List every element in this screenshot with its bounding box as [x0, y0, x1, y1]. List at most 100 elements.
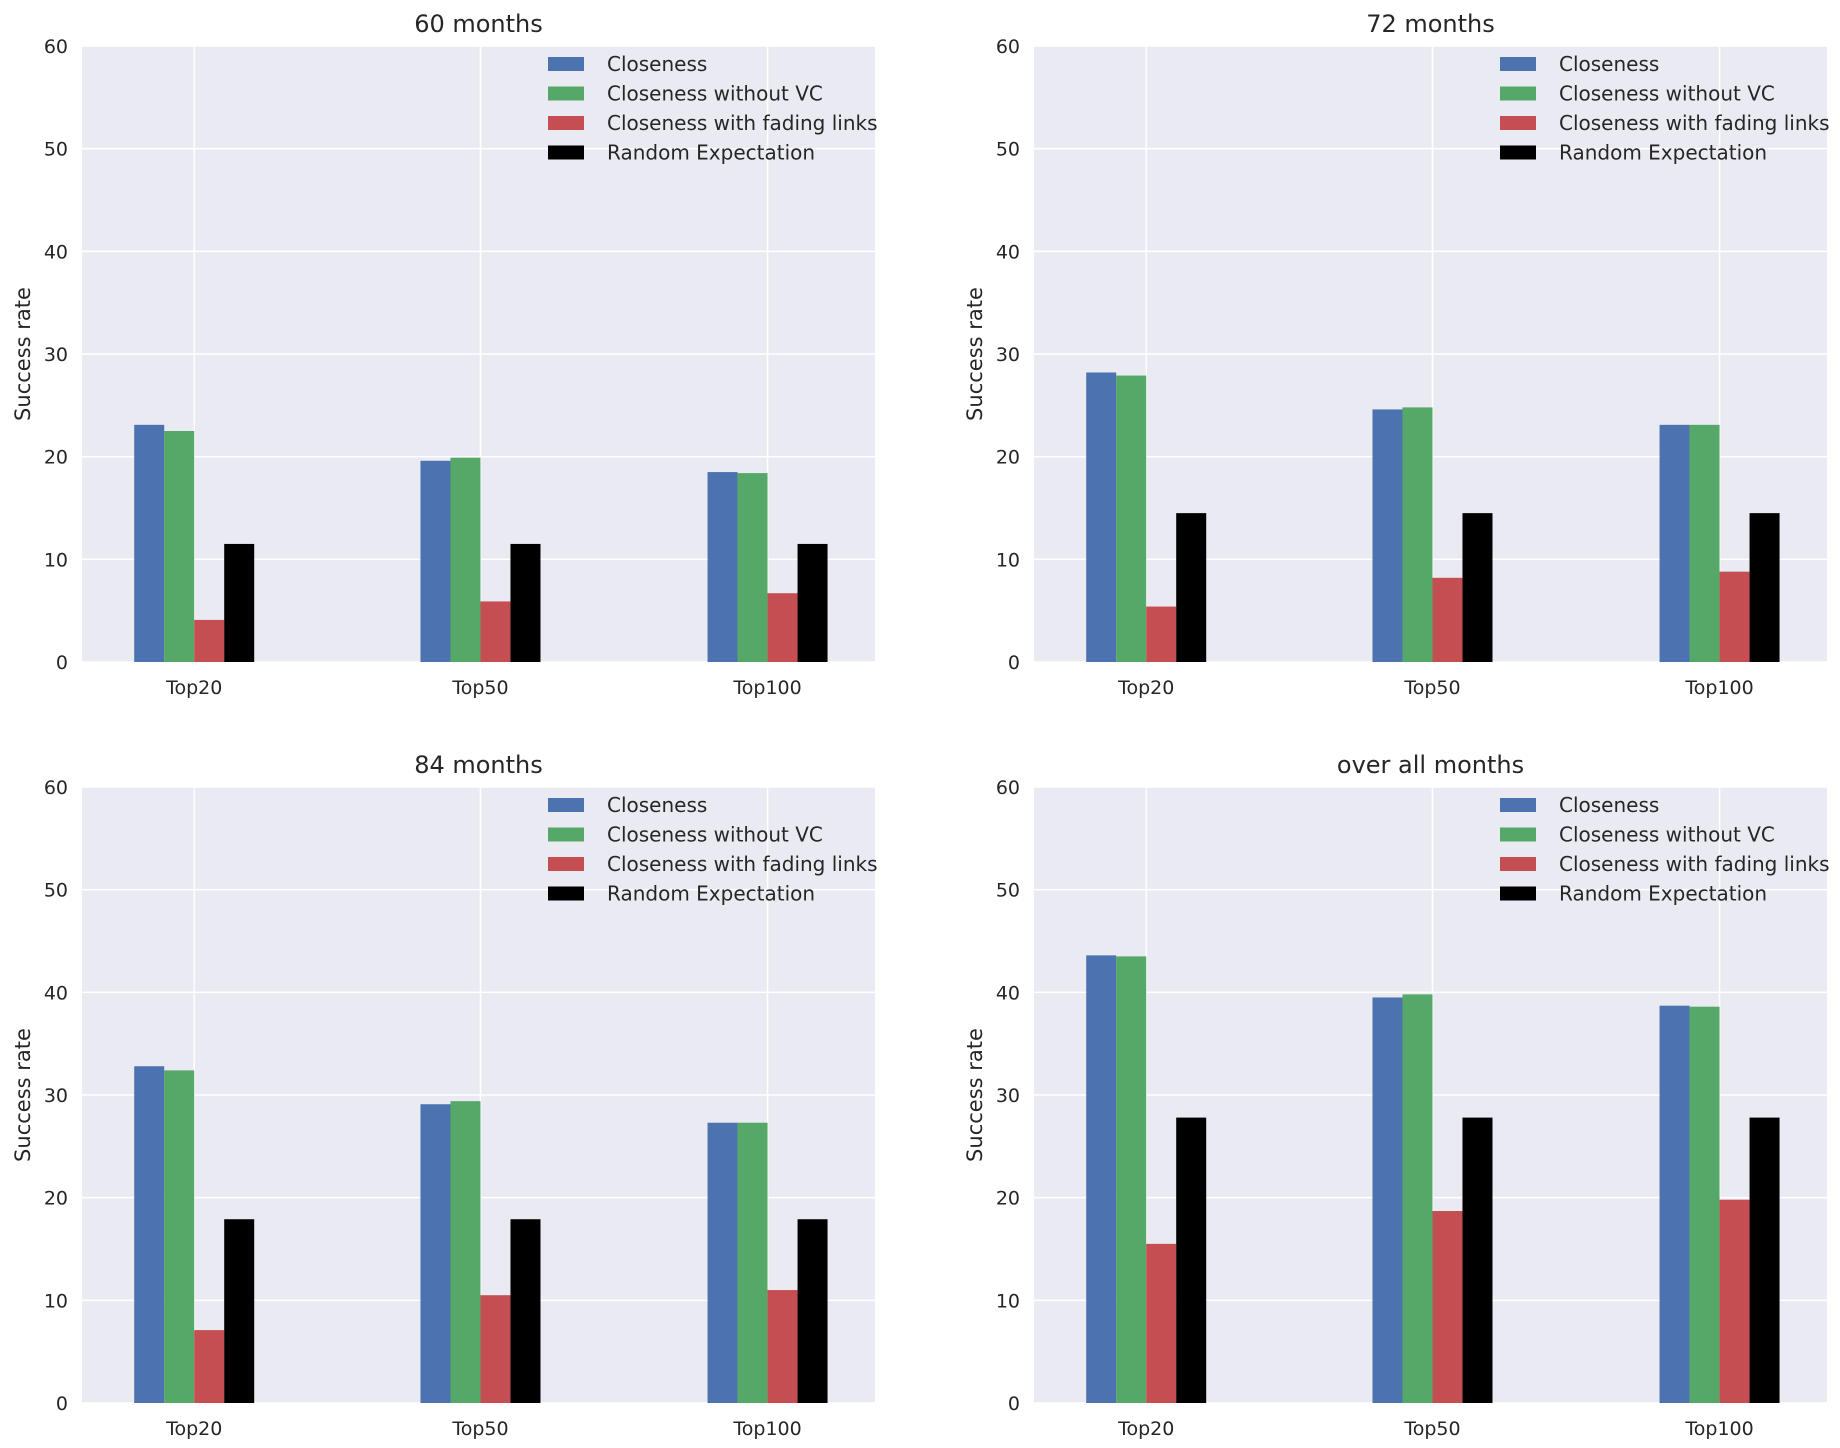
y-tick-label: 20 [996, 447, 1020, 469]
legend-label: Closeness [1559, 52, 1659, 76]
x-tick-label: Top100 [1684, 677, 1753, 699]
bar-random-expectation-top100 [797, 1219, 828, 1403]
y-tick-label: 0 [56, 1393, 68, 1415]
legend-swatch [1500, 86, 1536, 101]
legend-label: Random Expectation [607, 141, 815, 165]
bar-closeness-top20 [1086, 955, 1117, 1403]
chart-title: 60 months [414, 10, 543, 38]
legend-swatch [1500, 857, 1536, 871]
legend-label: Random Expectation [1559, 882, 1767, 906]
y-tick-label: 60 [44, 36, 68, 58]
bar-closeness-without-vc-top50 [450, 1101, 481, 1403]
y-tick-label: 40 [996, 982, 1020, 1004]
bar-random-expectation-top50 [1462, 513, 1493, 662]
bar-closeness-with-fading-links-top50 [1432, 577, 1463, 662]
bar-closeness-top100 [1659, 424, 1690, 662]
legend-swatch [1500, 886, 1536, 901]
bar-closeness-with-fading-links-top100 [1719, 1199, 1750, 1403]
legend-label: Closeness without VC [1559, 82, 1775, 106]
bar-closeness-with-fading-links-top50 [1432, 1211, 1463, 1403]
y-tick-label: 60 [996, 777, 1020, 799]
bar-closeness-without-vc-top100 [737, 473, 768, 662]
y-tick-label: 20 [44, 1188, 68, 1210]
bar-closeness-with-fading-links-top50 [480, 601, 511, 662]
legend-swatch [1500, 798, 1536, 812]
bar-closeness-without-vc-top100 [1689, 424, 1720, 662]
y-tick-label: 30 [44, 344, 68, 366]
bar-closeness-top20 [134, 1066, 165, 1403]
bar-closeness-top20 [134, 424, 165, 662]
bar-closeness-top50 [420, 460, 451, 662]
bar-closeness-top50 [1372, 409, 1403, 662]
y-axis-label: Success rate [11, 287, 35, 421]
bar-closeness-with-fading-links-top20 [1146, 1243, 1177, 1403]
bar-closeness-without-vc-top20 [164, 1070, 195, 1403]
y-tick-label: 10 [996, 1290, 1020, 1312]
bar-closeness-with-fading-links-top20 [194, 619, 225, 662]
y-tick-label: 0 [1008, 652, 1020, 674]
y-axis-label: Success rate [963, 1028, 987, 1162]
bar-random-expectation-top100 [1749, 1117, 1780, 1403]
bar-closeness-without-vc-top20 [1116, 375, 1147, 662]
bar-closeness-without-vc-top50 [1402, 994, 1433, 1403]
chart-title: 72 months [1366, 10, 1495, 38]
legend-label: Closeness [607, 52, 707, 76]
y-tick-label: 40 [996, 241, 1020, 263]
x-tick-label: Top50 [1403, 1418, 1460, 1440]
y-tick-label: 10 [996, 549, 1020, 571]
y-tick-label: 20 [996, 1188, 1020, 1210]
legend-label: Closeness with fading links [1559, 111, 1830, 135]
bar-random-expectation-top20 [224, 543, 255, 662]
y-tick-label: 50 [44, 139, 68, 161]
bar-closeness-top50 [420, 1104, 451, 1403]
legend-swatch [548, 86, 584, 101]
bar-random-expectation-top50 [510, 1219, 541, 1403]
bar-closeness-top20 [1086, 372, 1117, 662]
bar-random-expectation-top100 [797, 543, 828, 662]
chart-panel-4: 0 10 20 30 40 50 60 Top20 Top50 Top100 over all mo… [963, 751, 1830, 1440]
chart-panel-2: 0 10 20 30 40 50 60 Top20 Top50 Top100 72 months Su… [963, 10, 1830, 699]
x-tick-label: Top20 [1117, 1418, 1174, 1440]
legend-label: Closeness with fading links [1559, 852, 1830, 876]
y-tick-label: 50 [996, 880, 1020, 902]
x-tick-label: Top100 [732, 677, 801, 699]
y-tick-label: 20 [44, 447, 68, 469]
bar-closeness-with-fading-links-top100 [1719, 571, 1750, 662]
bar-random-expectation-top50 [1462, 1117, 1493, 1403]
bar-closeness-without-vc-top20 [1116, 956, 1147, 1403]
legend-label: Closeness without VC [1559, 823, 1775, 847]
legend-label: Closeness with fading links [607, 852, 878, 876]
y-tick-label: 40 [44, 982, 68, 1004]
legend: Closeness Closeness without VC Closeness w… [1500, 52, 1830, 165]
chart-title: over all months [1337, 751, 1524, 779]
y-tick-label: 60 [44, 777, 68, 799]
legend-swatch [548, 798, 584, 812]
bar-closeness-without-vc-top100 [737, 1122, 768, 1403]
y-tick-label: 30 [44, 1085, 68, 1107]
bar-random-expectation-top20 [224, 1219, 255, 1403]
y-tick-label: 10 [44, 549, 68, 571]
x-tick-label: Top50 [451, 677, 508, 699]
legend-label: Random Expectation [1559, 141, 1767, 165]
bar-closeness-without-vc-top50 [450, 457, 481, 662]
legend-label: Closeness without VC [607, 823, 823, 847]
bar-closeness-top100 [707, 472, 738, 662]
x-tick-label: Top20 [1117, 677, 1174, 699]
x-tick-label: Top100 [732, 1418, 801, 1440]
legend-label: Closeness [607, 793, 707, 817]
bar-closeness-without-vc-top50 [1402, 407, 1433, 662]
bar-closeness-without-vc-top100 [1689, 1006, 1720, 1403]
legend-swatch [1500, 57, 1536, 71]
legend-swatch [1500, 145, 1536, 160]
y-axis-label: Success rate [11, 1028, 35, 1162]
x-tick-label: Top50 [1403, 677, 1460, 699]
legend: Closeness Closeness without VC Closeness w… [548, 52, 878, 165]
chart-panel-3: 0 10 20 30 40 50 60 Top20 Top50 Top100 84 months Su… [11, 751, 878, 1440]
legend-label: Random Expectation [607, 882, 815, 906]
legend: Closeness Closeness without VC Closeness w… [1500, 793, 1830, 906]
y-axis-label: Success rate [963, 287, 987, 421]
legend-swatch [548, 857, 584, 871]
bar-random-expectation-top50 [510, 543, 541, 662]
bar-random-expectation-top20 [1176, 1117, 1207, 1403]
